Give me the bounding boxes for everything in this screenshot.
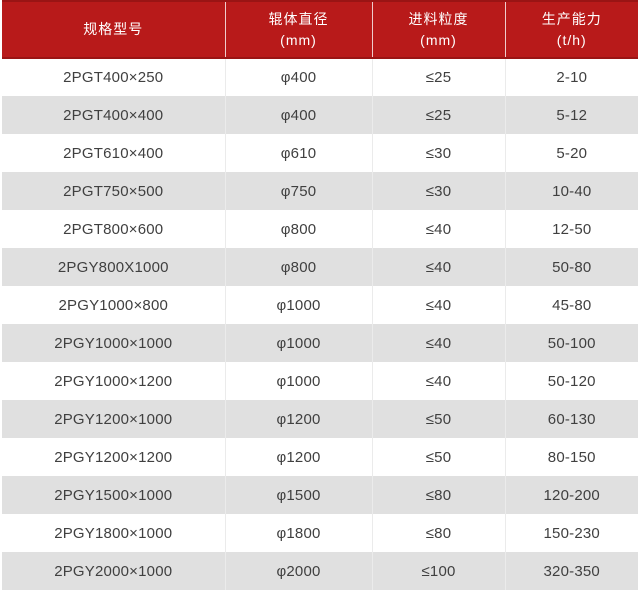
capacity-cell: 12-50 xyxy=(504,210,638,248)
feed-size-cell: ≤40 xyxy=(371,210,505,248)
header-feed-size-title: 进料粒度 xyxy=(408,10,469,27)
capacity-cell: 10-40 xyxy=(504,172,638,210)
header-cell-feed-size: 进料粒度 (mm) xyxy=(371,0,505,59)
header-diameter-title: 辊体直径 xyxy=(268,10,329,27)
header-capacity-unit: (t/h) xyxy=(556,31,587,48)
model-cell: 2PGY1800×1000 xyxy=(2,514,225,552)
table-row: 2PGY2000×1000 φ2000 ≤100 320-350 xyxy=(2,552,638,590)
capacity-cell: 50-120 xyxy=(504,362,638,400)
diameter-cell: φ1200 xyxy=(224,438,372,476)
capacity-cell: 120-200 xyxy=(504,476,638,514)
diameter-cell: φ1000 xyxy=(224,362,372,400)
feed-size-cell: ≤30 xyxy=(371,134,505,172)
diameter-cell: φ2000 xyxy=(224,552,372,590)
table-row: 2PGT400×400 φ400 ≤25 5-12 xyxy=(2,96,638,134)
model-cell: 2PGT400×250 xyxy=(2,58,225,96)
table-row: 2PGY1500×1000 φ1500 ≤80 120-200 xyxy=(2,476,638,514)
model-cell: 2PGY800X1000 xyxy=(2,248,225,286)
feed-size-cell: ≤40 xyxy=(371,362,505,400)
model-cell: 2PGY1000×800 xyxy=(2,286,225,324)
diameter-cell: φ750 xyxy=(224,172,372,210)
header-model-title: 规格型号 xyxy=(83,21,144,37)
capacity-cell: 45-80 xyxy=(504,286,638,324)
feed-size-cell: ≤25 xyxy=(371,96,505,134)
model-cell: 2PGT400×400 xyxy=(2,96,225,134)
diameter-cell: φ610 xyxy=(224,134,372,172)
table-row: 2PGY1200×1000 φ1200 ≤50 60-130 xyxy=(2,400,638,438)
model-cell: 2PGY2000×1000 xyxy=(2,552,225,590)
diameter-cell: φ400 xyxy=(224,96,372,134)
table-row: 2PGY1000×1200 φ1000 ≤40 50-120 xyxy=(2,362,638,400)
table-row: 2PGT610×400 φ610 ≤30 5-20 xyxy=(2,134,638,172)
capacity-cell: 80-150 xyxy=(504,438,638,476)
table-row: 2PGY800X1000 φ800 ≤40 50-80 xyxy=(2,248,638,286)
table-row: 2PGY1000×1000 φ1000 ≤40 50-100 xyxy=(2,324,638,362)
capacity-cell: 5-12 xyxy=(504,96,638,134)
header-capacity-title: 生产能力 xyxy=(541,10,602,27)
feed-size-cell: ≤40 xyxy=(371,248,505,286)
header-feed-size-unit: (mm) xyxy=(420,31,457,48)
feed-size-cell: ≤80 xyxy=(371,514,505,552)
capacity-cell: 50-80 xyxy=(504,248,638,286)
table-row: 2PGT750×500 φ750 ≤30 10-40 xyxy=(2,172,638,210)
model-cell: 2PGT610×400 xyxy=(2,134,225,172)
feed-size-cell: ≤25 xyxy=(371,58,505,96)
table-row: 2PGY1000×800 φ1000 ≤40 45-80 xyxy=(2,286,638,324)
capacity-cell: 50-100 xyxy=(504,324,638,362)
capacity-cell: 150-230 xyxy=(504,514,638,552)
diameter-cell: φ400 xyxy=(224,58,372,96)
feed-size-cell: ≤40 xyxy=(371,324,505,362)
feed-size-cell: ≤30 xyxy=(371,172,505,210)
feed-size-cell: ≤50 xyxy=(371,400,505,438)
capacity-cell: 2-10 xyxy=(504,58,638,96)
header-diameter-unit: (mm) xyxy=(280,31,317,48)
header-cell-model: 规格型号 xyxy=(2,0,225,59)
model-cell: 2PGY1000×1200 xyxy=(2,362,225,400)
diameter-cell: φ800 xyxy=(224,210,372,248)
capacity-cell: 5-20 xyxy=(504,134,638,172)
diameter-cell: φ1800 xyxy=(224,514,372,552)
feed-size-cell: ≤80 xyxy=(371,476,505,514)
model-cell: 2PGY1200×1000 xyxy=(2,400,225,438)
table-row: 2PGY1200×1200 φ1200 ≤50 80-150 xyxy=(2,438,638,476)
model-cell: 2PGY1200×1200 xyxy=(2,438,225,476)
model-cell: 2PGY1500×1000 xyxy=(2,476,225,514)
header-cell-capacity: 生产能力 (t/h) xyxy=(504,0,638,59)
diameter-cell: φ1000 xyxy=(224,286,372,324)
model-cell: 2PGY1000×1000 xyxy=(2,324,225,362)
table-row: 2PGY1800×1000 φ1800 ≤80 150-230 xyxy=(2,514,638,552)
feed-size-cell: ≤50 xyxy=(371,438,505,476)
diameter-cell: φ1500 xyxy=(224,476,372,514)
capacity-cell: 60-130 xyxy=(504,400,638,438)
model-cell: 2PGT800×600 xyxy=(2,210,225,248)
header-cell-roller-diameter: 辊体直径 (mm) xyxy=(224,0,372,59)
table-row: 2PGT400×250 φ400 ≤25 2-10 xyxy=(2,58,638,96)
capacity-cell: 320-350 xyxy=(504,552,638,590)
diameter-cell: φ1200 xyxy=(224,400,372,438)
header-row: 规格型号 辊体直径 (mm) 进料粒度 (mm) 生产能力 (t/h) xyxy=(2,0,638,59)
table-body: 2PGT400×250 φ400 ≤25 2-10 2PGT400×400 φ400 ≤25… xyxy=(2,58,638,590)
table-row: 2PGT800×600 φ800 ≤40 12-50 xyxy=(2,210,638,248)
model-cell: 2PGT750×500 xyxy=(2,172,225,210)
feed-size-cell: ≤100 xyxy=(371,552,505,590)
feed-size-cell: ≤40 xyxy=(371,286,505,324)
diameter-cell: φ800 xyxy=(224,248,372,286)
table-header: 规格型号 辊体直径 (mm) 进料粒度 (mm) 生产能力 (t/h) xyxy=(2,0,638,59)
diameter-cell: φ1000 xyxy=(224,324,372,362)
